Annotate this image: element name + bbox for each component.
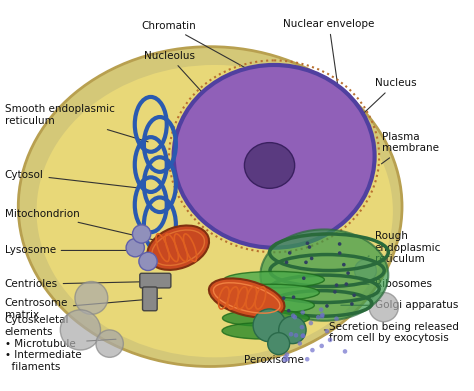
Ellipse shape: [126, 239, 145, 257]
Ellipse shape: [260, 230, 388, 321]
Ellipse shape: [306, 241, 309, 245]
Ellipse shape: [316, 315, 320, 319]
Ellipse shape: [18, 47, 402, 366]
Ellipse shape: [300, 325, 304, 330]
Ellipse shape: [36, 65, 393, 357]
Ellipse shape: [333, 290, 337, 294]
Ellipse shape: [325, 329, 329, 334]
Ellipse shape: [223, 297, 314, 314]
Ellipse shape: [285, 352, 289, 357]
Text: Smooth endoplasmic
reticulum: Smooth endoplasmic reticulum: [5, 104, 148, 142]
Text: Secretion being released
from cell by exocytosis: Secretion being released from cell by ex…: [324, 322, 459, 343]
Ellipse shape: [283, 358, 287, 362]
Ellipse shape: [302, 276, 306, 280]
Ellipse shape: [350, 302, 354, 306]
Ellipse shape: [268, 333, 290, 355]
Text: Nuclear envelope: Nuclear envelope: [283, 19, 374, 85]
Ellipse shape: [305, 357, 310, 362]
Ellipse shape: [253, 309, 286, 342]
Ellipse shape: [222, 323, 304, 339]
Ellipse shape: [320, 312, 325, 317]
Ellipse shape: [222, 310, 309, 326]
Ellipse shape: [298, 341, 302, 346]
Ellipse shape: [301, 310, 305, 315]
Ellipse shape: [288, 251, 292, 255]
Ellipse shape: [292, 315, 297, 319]
Ellipse shape: [139, 252, 157, 271]
Text: Centrosome
matrix: Centrosome matrix: [5, 298, 162, 320]
Ellipse shape: [289, 332, 293, 337]
Ellipse shape: [310, 256, 313, 260]
Ellipse shape: [304, 260, 308, 264]
Ellipse shape: [325, 304, 329, 308]
Ellipse shape: [369, 292, 398, 322]
Ellipse shape: [282, 296, 285, 300]
Text: Plasma
membrane: Plasma membrane: [382, 132, 439, 164]
Ellipse shape: [301, 334, 305, 338]
Ellipse shape: [209, 278, 284, 317]
Text: Centrioles: Centrioles: [5, 279, 153, 289]
Ellipse shape: [335, 283, 338, 287]
Ellipse shape: [320, 314, 324, 319]
Ellipse shape: [60, 310, 100, 350]
Ellipse shape: [342, 263, 346, 267]
Text: Nucleolus: Nucleolus: [144, 51, 258, 154]
Ellipse shape: [345, 282, 348, 286]
Ellipse shape: [294, 333, 298, 337]
Ellipse shape: [173, 65, 374, 248]
FancyBboxPatch shape: [143, 287, 157, 311]
Ellipse shape: [310, 348, 315, 352]
Text: Nucleus: Nucleus: [354, 78, 416, 122]
Ellipse shape: [338, 251, 342, 255]
Ellipse shape: [133, 225, 151, 243]
Text: Ribosomes: Ribosomes: [359, 279, 432, 289]
Ellipse shape: [308, 245, 311, 249]
Ellipse shape: [224, 271, 324, 288]
Text: Chromatin: Chromatin: [142, 21, 263, 77]
Ellipse shape: [283, 355, 288, 359]
Ellipse shape: [319, 307, 323, 312]
Text: Rough
endoplasmic
reticulum: Rough endoplasmic reticulum: [368, 231, 441, 264]
Ellipse shape: [328, 337, 332, 342]
Ellipse shape: [301, 333, 305, 338]
Ellipse shape: [309, 321, 313, 325]
Ellipse shape: [352, 293, 356, 297]
Ellipse shape: [285, 260, 288, 264]
Ellipse shape: [223, 284, 319, 301]
Ellipse shape: [355, 260, 376, 282]
Ellipse shape: [319, 344, 324, 348]
Ellipse shape: [287, 309, 291, 312]
Ellipse shape: [338, 242, 341, 246]
Ellipse shape: [292, 295, 295, 299]
Text: Cytosol: Cytosol: [5, 170, 139, 188]
Ellipse shape: [291, 313, 295, 318]
Text: Lysosome: Lysosome: [5, 246, 132, 255]
Ellipse shape: [147, 226, 209, 270]
Ellipse shape: [334, 316, 339, 321]
Ellipse shape: [279, 316, 306, 344]
Ellipse shape: [346, 271, 350, 275]
Text: Cytoskeletal
elements
• Microtubule
• Intermediate
  filaments: Cytoskeletal elements • Microtubule • In…: [5, 316, 116, 372]
Ellipse shape: [75, 282, 108, 314]
FancyBboxPatch shape: [140, 273, 171, 288]
Ellipse shape: [285, 357, 290, 361]
Ellipse shape: [343, 349, 347, 354]
Text: Peroxisome: Peroxisome: [244, 342, 304, 365]
Text: Mitochondrion: Mitochondrion: [5, 209, 157, 241]
Text: Golgi apparatus: Golgi apparatus: [341, 300, 458, 310]
Ellipse shape: [245, 143, 295, 188]
Ellipse shape: [96, 330, 123, 357]
